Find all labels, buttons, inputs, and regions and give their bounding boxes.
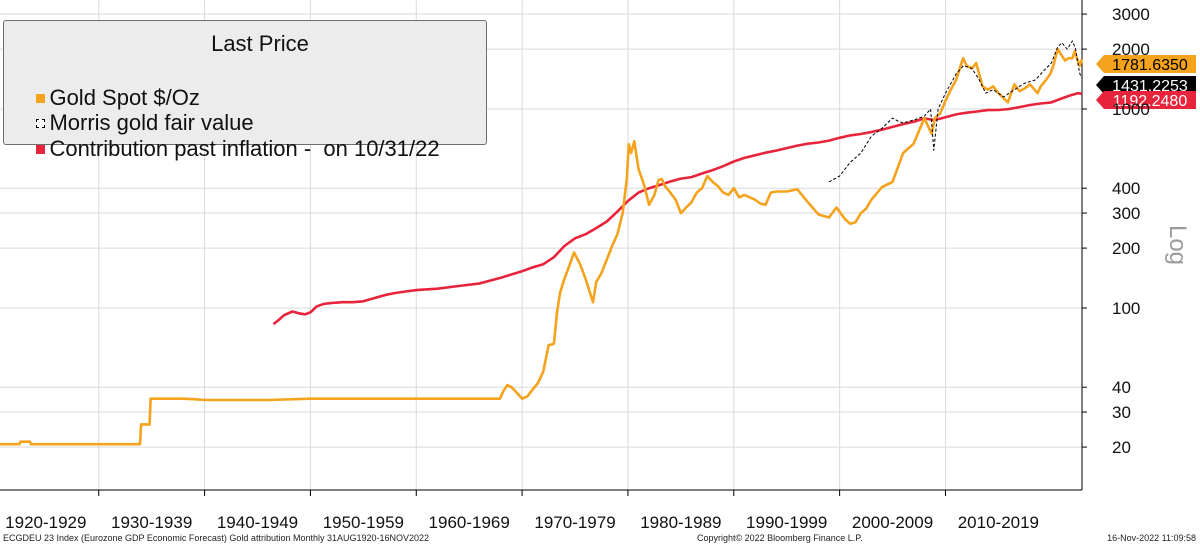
y-tick-label: 300: [1112, 204, 1140, 223]
footer-timestamp: 16-Nov-2022 11:09:58: [1107, 533, 1196, 543]
footer-copyright: Copyright© 2022 Bloomberg Finance L.P.: [697, 533, 863, 543]
y-tick-label: 30: [1112, 403, 1131, 422]
y-axis-label: Log: [1164, 225, 1191, 265]
y-tick-label: 40: [1112, 378, 1131, 397]
legend-item-gold-spot: Gold Spot $/Oz: [12, 59, 200, 137]
legend-item-inflation: Contribution past inflation - on 10/31/2…: [12, 110, 440, 188]
legend-swatch-inflation: [36, 145, 46, 154]
y-tick-label: 1000: [1112, 100, 1150, 119]
footer-source: ECGDEU 23 Index (Eurozone GDP Economic F…: [3, 533, 430, 543]
morris-last-value-badge: [1096, 76, 1196, 94]
legend-swatch-morris: [36, 119, 46, 128]
legend-label: Contribution past inflation - on 10/31/2…: [49, 136, 440, 161]
morris-fair-value-line: [828, 40, 1083, 183]
x-axis-ticks: 1920-1929 1930-1939 1940-1949 1950-1959 1960…: [5, 490, 1039, 532]
x-tick-label: 1940-1949: [217, 513, 298, 532]
x-tick-label: 2000-2009: [852, 513, 933, 532]
series-lines: [0, 40, 1084, 446]
gold-last-value-badge: [1096, 55, 1196, 73]
x-tick-label: 1970-1979: [534, 513, 615, 532]
y-tick-label: 200: [1112, 239, 1140, 258]
y-tick-label: 20: [1112, 438, 1131, 457]
x-tick-label: 1960-1969: [429, 513, 510, 532]
y-tick-label: 2000: [1112, 40, 1150, 59]
legend-label: Gold Spot $/Oz: [49, 85, 200, 110]
x-tick-label: 1980-1989: [640, 513, 721, 532]
last-value-label: 1781.6350: [1112, 57, 1188, 74]
legend-item-morris-fair-value: Morris gold fair value: [12, 84, 254, 162]
y-tick-label: 400: [1112, 179, 1140, 198]
legend-swatch-gold: [36, 94, 46, 103]
legend-title: Last Price: [211, 31, 309, 56]
x-tick-label: 1990-1999: [746, 513, 827, 532]
y-tick-label: 100: [1112, 299, 1140, 318]
legend-label: Morris gold fair value: [49, 110, 254, 135]
x-tick-label: 1930-1939: [111, 513, 192, 532]
legend: Last Price Gold Spot $/Oz Morris gold fa…: [3, 20, 487, 161]
last-value-label: 1192.2480: [1113, 93, 1188, 110]
x-tick-label: 1920-1929: [5, 513, 86, 532]
gold-spot-line: [0, 47, 1084, 446]
last-value-label: 1431.2253: [1112, 78, 1188, 95]
x-tick-label: 1950-1959: [323, 513, 404, 532]
y-tick-label: 3000: [1112, 5, 1150, 24]
x-tick-label: 2010-2019: [958, 513, 1039, 532]
inflation-last-value-badge: [1096, 91, 1196, 109]
y-axis-ticks: 20 30 40 100 200 300 400 1000 2000 3000: [1082, 5, 1150, 457]
inflation-line: [272, 91, 1083, 326]
